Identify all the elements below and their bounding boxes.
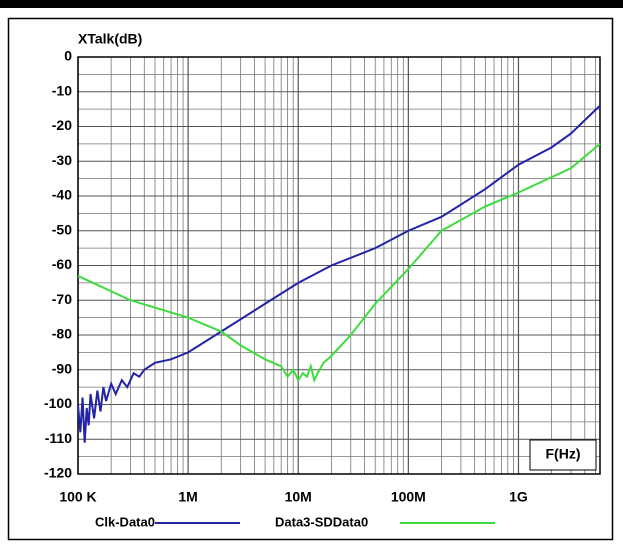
- series-line: [77, 104, 601, 443]
- x-tick-label: 100 K: [59, 489, 96, 505]
- legend-label: Data3-SDData0: [275, 514, 368, 529]
- legend-label: Clk-Data0: [95, 514, 155, 529]
- y-tick-label: -30: [52, 152, 72, 168]
- y-tick-label: -80: [52, 326, 72, 342]
- x-tick-label: 1G: [509, 489, 528, 505]
- y-tick-label: 0: [64, 48, 72, 64]
- frame: [7, 17, 614, 541]
- x-axis-label: F(Hz): [546, 446, 581, 462]
- y-tick-label: -40: [52, 187, 72, 203]
- series-line: [77, 143, 601, 384]
- x-tick-label: 100M: [391, 489, 426, 505]
- x-label-box: [529, 439, 597, 471]
- y-tick-label: -100: [44, 395, 72, 411]
- y-tick-label: -110: [45, 430, 72, 446]
- x-tick-label: 1M: [178, 489, 197, 505]
- y-axis-label: XTalk(dB): [78, 31, 142, 47]
- x-tick-label: 10M: [285, 489, 312, 505]
- plot-border: [77, 56, 601, 475]
- y-tick-label: -20: [52, 117, 72, 133]
- top-band: [0, 0, 623, 8]
- y-tick-label: -120: [44, 465, 72, 481]
- y-tick-label: -50: [52, 221, 72, 237]
- y-tick-label: -90: [52, 360, 72, 376]
- y-tick-label: -60: [52, 256, 72, 272]
- y-tick-label: -10: [52, 82, 72, 98]
- y-tick-label: -70: [52, 291, 72, 307]
